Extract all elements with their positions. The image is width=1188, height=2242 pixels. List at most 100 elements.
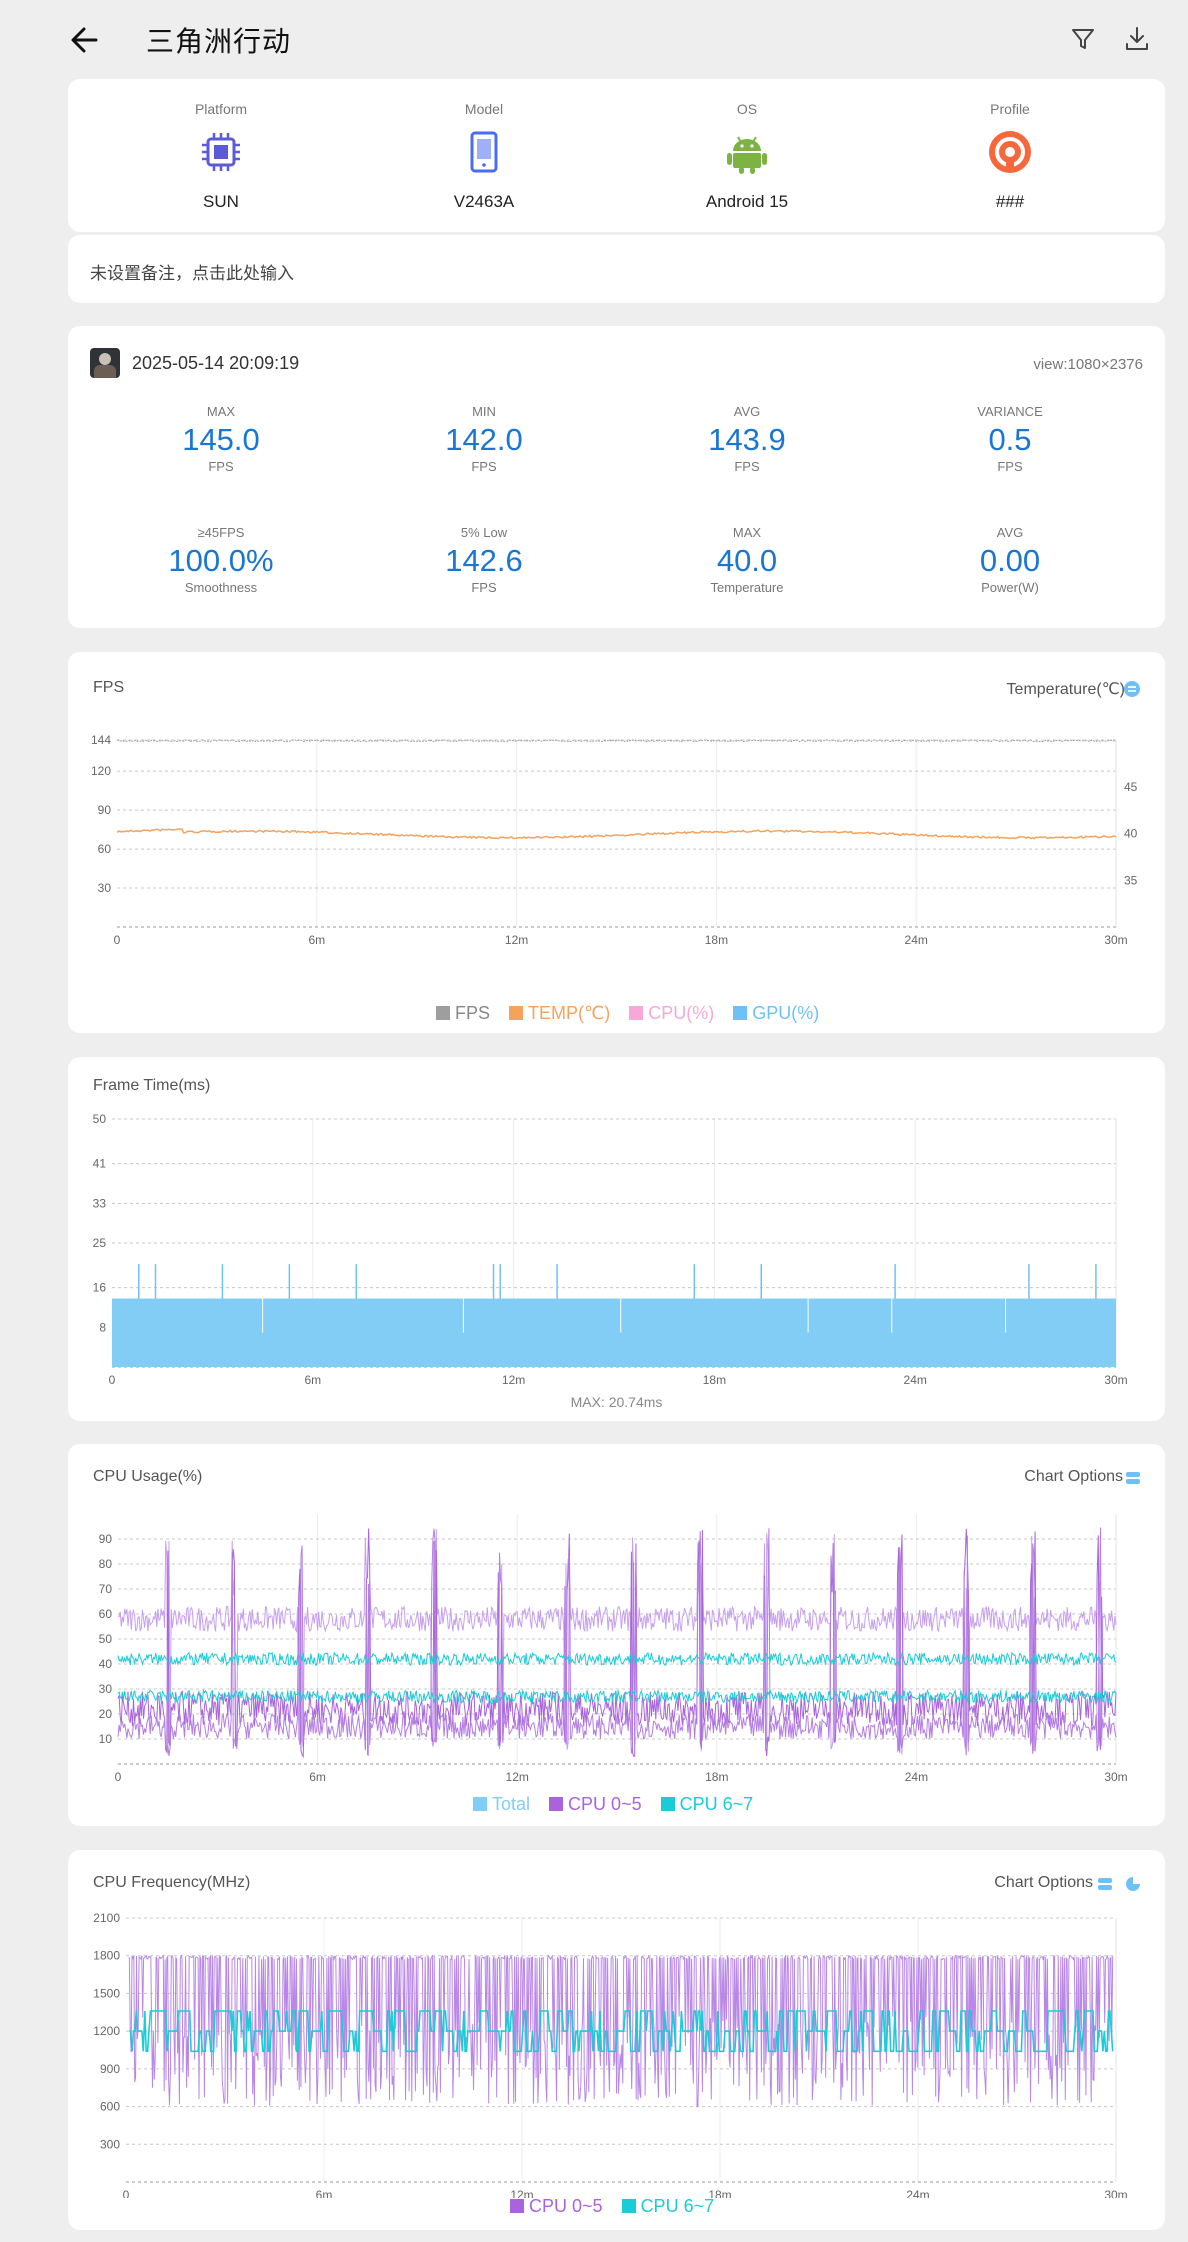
x-tick-label: 18m (703, 1373, 726, 1387)
filter-icon[interactable] (1066, 22, 1100, 56)
y-tick-label: 70 (99, 1582, 113, 1596)
legend-label: CPU 0~5 (529, 2196, 603, 2216)
legend-item-gpu[interactable]: GPU(%) (733, 1003, 819, 1023)
stat-label: AVG (733, 404, 761, 419)
cpu-0-5-series-line (117, 1529, 1117, 1756)
y-tick-label: 41 (93, 1157, 107, 1171)
fps-chart[interactable]: 0 6m 12m 18m 24m 30m 144 120 90 60 30 45 40 35 (68, 702, 1165, 1002)
x-tick-label: 0 (115, 1770, 122, 1784)
legend-item-cpu-6-7[interactable]: CPU 6~7 (660, 1794, 754, 1814)
x-tick-label: 12m (506, 1770, 529, 1784)
y-tick-label: 60 (99, 1607, 113, 1621)
y-tick-label: 80 (99, 1557, 113, 1571)
y-tick-label: 16 (93, 1281, 107, 1295)
x-tick-label: 24m (906, 2188, 929, 2198)
y-tick-label: 1800 (93, 1949, 120, 1963)
x-tick-label: 18m (708, 2188, 731, 2198)
stat-label: ≥45FPS (197, 525, 245, 540)
legend-item-cpu-0-5[interactable]: CPU 0~5 (549, 1794, 642, 1814)
model-info: Model V2463A (384, 79, 584, 212)
y-tick-label: 33 (93, 1196, 107, 1210)
cpu-frequency-legend: CPU 0~5 CPU 6~7 (510, 2196, 728, 2217)
legend-item-cpu[interactable]: CPU(%) (629, 1003, 714, 1023)
legend-item-temp[interactable]: TEMP(℃) (509, 1003, 610, 1023)
legend-label: Total (492, 1794, 531, 1814)
fps-chart-legend: FPS TEMP(℃) CPU(%) GPU(%) (436, 1003, 833, 1024)
frametime-chart-card: Frame Time(ms) 0 6m 12m 18m 24m 30m 50 41 33 25 16… (68, 1057, 1165, 1421)
x-tick-label: 12m (502, 1373, 525, 1387)
page-title: 三角洲行动 (146, 26, 292, 57)
cpu-usage-chart-title: CPU Usage(%) (93, 1468, 203, 1485)
cpu-frequency-chart[interactable]: 0 6m 12m 18m 24m 30m 2100 1800 1500 1200 900 600 300 (68, 1898, 1165, 2198)
stat-value: 142.6 (445, 543, 523, 578)
model-value: V2463A (453, 192, 515, 211)
y-tick-label: 900 (100, 2062, 120, 2076)
legend-swatch (660, 1797, 675, 1811)
stat-unit: Temperature (710, 580, 784, 595)
stat-unit: FPS (208, 459, 234, 474)
legend-item-cpu-6-7[interactable]: CPU 6~7 (621, 2196, 715, 2216)
os-label: OS (736, 101, 758, 117)
cpu-6-7-series-line (117, 1688, 1117, 1705)
y-tick-label: 144 (91, 733, 111, 747)
download-icon[interactable] (1120, 22, 1154, 56)
frametime-chart[interactable]: 0 6m 12m 18m 24m 30m 50 41 33 25 16 8 (68, 1097, 1165, 1397)
cpu-0-5-series-line (128, 1954, 1114, 2108)
cpu-frequency-options-button[interactable]: Chart Options (994, 1874, 1093, 1891)
stat-avg-power: AVG 0.00 Power(W) (900, 525, 1120, 595)
stat-label: MAX (206, 404, 236, 419)
x-tick-label: 12m (505, 933, 528, 947)
pie-chart-icon[interactable] (1125, 1876, 1141, 1892)
legend-item-total[interactable]: Total (473, 1794, 530, 1814)
cpu-6-7-series-line (117, 1651, 1117, 1667)
os-value: Android 15 (705, 192, 789, 211)
stat-unit: FPS (471, 580, 497, 595)
y-tick-label: 30 (99, 1682, 113, 1696)
note-card[interactable]: 未设置备注，点击此处输入 (68, 235, 1165, 303)
stat-unit: FPS (734, 459, 760, 474)
x-tick-label: 24m (905, 1770, 928, 1784)
y-tick-label: 30 (98, 881, 112, 895)
stat-5pct-low: 5% Low 142.6 FPS (374, 525, 594, 595)
legend-label: CPU(%) (648, 1003, 715, 1023)
cpu-0-5-series-line (117, 1527, 1117, 1757)
stat-max-fps: MAX 145.0 FPS (111, 404, 331, 474)
legend-label: FPS (455, 1003, 491, 1023)
y2-tick-label: 35 (1124, 873, 1138, 887)
stat-unit: Power(W) (981, 580, 1039, 595)
legend-swatch (510, 2199, 524, 2213)
arrow-left-icon[interactable] (66, 20, 106, 60)
fps-series-line (116, 739, 1117, 743)
legend-label: CPU 6~7 (640, 2196, 715, 2216)
cpu-usage-chart[interactable]: 0 6m 12m 18m 24m 30m 90 80 70 60 50 40 30 20 10 (68, 1494, 1165, 1794)
cpu-usage-legend: Total CPU 0~5 CPU 6~7 (473, 1794, 767, 1815)
legend-label: CPU 6~7 (679, 1794, 754, 1814)
platform-label: Platform (194, 101, 248, 117)
chart-options-icon[interactable] (1125, 1470, 1141, 1486)
os-info: OS Android 15 (647, 79, 847, 212)
note-input[interactable]: 未设置备注，点击此处输入 (90, 264, 294, 283)
y-tick-label: 10 (99, 1732, 113, 1746)
game-avatar (90, 348, 120, 378)
stat-value: 0.5 (988, 422, 1032, 457)
x-tick-label: 30m (1104, 1770, 1127, 1784)
y-tick-label: 8 (99, 1320, 106, 1334)
chart-options-icon[interactable] (1097, 1876, 1113, 1892)
top-bar: 三角洲行动 (0, 0, 1188, 78)
x-tick-label: 30m (1104, 933, 1127, 947)
y-tick-label: 50 (99, 1632, 113, 1646)
stat-value: 142.0 (445, 422, 523, 457)
legend-label: GPU(%) (752, 1003, 820, 1023)
temperature-toggle-icon[interactable] (1123, 680, 1141, 698)
frametime-chart-title: Frame Time(ms) (93, 1077, 211, 1094)
stat-value: 0.00 (979, 543, 1041, 578)
profile-icon (989, 131, 1031, 173)
device-info-card: Platform SUN Model V2463A OS Android 15 (68, 79, 1165, 232)
frametime-max-label: MAX: 20.74ms (570, 1394, 663, 1410)
fps-chart-card: FPS Temperature(℃) 0 6m 12m 18m 24m 30m 144 120… (68, 652, 1165, 1033)
x-tick-label: 30m (1104, 1373, 1127, 1387)
legend-item-fps[interactable]: FPS (436, 1003, 490, 1023)
y-tick-label: 2100 (93, 1911, 120, 1925)
legend-item-cpu-0-5[interactable]: CPU 0~5 (510, 2196, 603, 2216)
cpu-usage-options-button[interactable]: Chart Options (1024, 1468, 1123, 1485)
